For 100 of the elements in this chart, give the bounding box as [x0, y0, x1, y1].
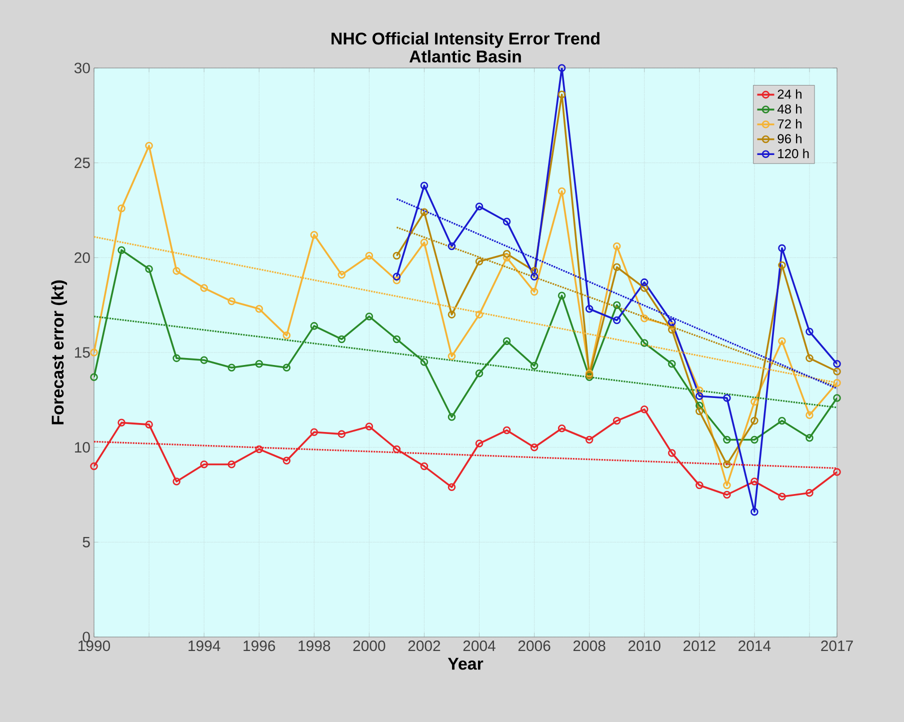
point — [448, 413, 456, 421]
point — [723, 481, 731, 490]
point — [475, 310, 484, 318]
point — [145, 420, 153, 428]
point — [255, 360, 263, 368]
point — [228, 364, 236, 372]
point — [200, 460, 208, 468]
y-tick-label: 25 — [74, 158, 90, 168]
point — [558, 292, 566, 300]
point — [612, 242, 621, 250]
point — [530, 288, 538, 296]
x-tick-label: 1998 — [298, 640, 330, 652]
point — [365, 252, 374, 260]
x-tick-label: 2006 — [518, 640, 550, 652]
x-tick-label: 2010 — [628, 640, 660, 652]
point — [640, 278, 648, 286]
x-tick-label: 2004 — [463, 640, 496, 652]
point — [145, 265, 153, 273]
point — [118, 204, 126, 212]
point — [502, 218, 511, 226]
y-tick-label: 15 — [75, 347, 90, 358]
chart-title: NHC Official Intensity Error Trend — [332, 32, 600, 48]
point — [145, 142, 153, 150]
point — [282, 456, 291, 464]
point — [750, 398, 758, 406]
x-tick-label: 1994 — [188, 640, 220, 652]
point — [696, 392, 704, 400]
point — [530, 272, 538, 281]
point — [118, 418, 126, 427]
point — [365, 422, 374, 430]
point — [668, 360, 676, 368]
point — [558, 424, 566, 432]
point — [612, 301, 621, 309]
point — [502, 250, 511, 258]
point — [392, 445, 401, 454]
point — [696, 407, 704, 416]
x-tick-label: 2012 — [684, 640, 716, 652]
point — [420, 182, 428, 190]
point — [778, 261, 786, 270]
point — [282, 332, 291, 340]
point — [475, 440, 484, 448]
point — [502, 337, 511, 346]
point — [310, 322, 318, 330]
point — [502, 426, 511, 434]
y-tick-label: 20 — [74, 252, 90, 263]
point — [255, 445, 263, 454]
point — [640, 284, 648, 292]
point — [475, 258, 484, 266]
point — [475, 369, 484, 378]
x-tick-label: 2008 — [573, 640, 606, 652]
point — [172, 354, 180, 362]
legend-label: 96 h — [778, 134, 802, 144]
point — [255, 304, 263, 313]
legend-label: 24 h — [778, 89, 802, 99]
point — [778, 492, 786, 501]
point — [778, 416, 786, 425]
point — [558, 90, 566, 98]
point — [118, 246, 126, 254]
point — [696, 402, 704, 410]
point — [172, 478, 180, 486]
point — [448, 310, 456, 318]
point — [448, 352, 456, 360]
point — [558, 64, 566, 72]
point — [806, 328, 814, 336]
point — [696, 481, 704, 490]
y-axis-title: Forecast error (kt) — [51, 280, 68, 424]
x-tick-label: 2017 — [821, 640, 853, 652]
point — [723, 436, 731, 444]
point — [612, 416, 621, 425]
y-tick-label: 0 — [82, 632, 90, 642]
point — [723, 490, 731, 499]
point — [338, 335, 346, 344]
x-tick-label: 2000 — [353, 640, 386, 652]
point — [448, 242, 456, 250]
point — [392, 335, 401, 344]
x-tick-label: 2014 — [738, 640, 771, 652]
point — [806, 434, 814, 442]
point — [420, 358, 428, 366]
point — [640, 339, 648, 347]
point — [530, 267, 538, 275]
y-tick-label: 5 — [82, 536, 90, 548]
point — [282, 364, 291, 372]
point — [420, 238, 428, 246]
point — [723, 460, 731, 468]
point — [338, 430, 346, 438]
point — [448, 483, 456, 492]
point — [750, 478, 758, 486]
point — [502, 254, 511, 262]
y-tick-label: 30 — [74, 62, 90, 74]
x-tick-label: 1990 — [78, 640, 110, 652]
point — [668, 322, 676, 330]
point — [310, 428, 318, 436]
point — [640, 314, 648, 322]
x-tick-label: 2002 — [408, 640, 440, 652]
point — [668, 318, 676, 326]
point — [806, 354, 814, 362]
point — [200, 284, 208, 292]
point — [420, 462, 428, 470]
point — [806, 411, 814, 419]
point — [612, 263, 621, 272]
